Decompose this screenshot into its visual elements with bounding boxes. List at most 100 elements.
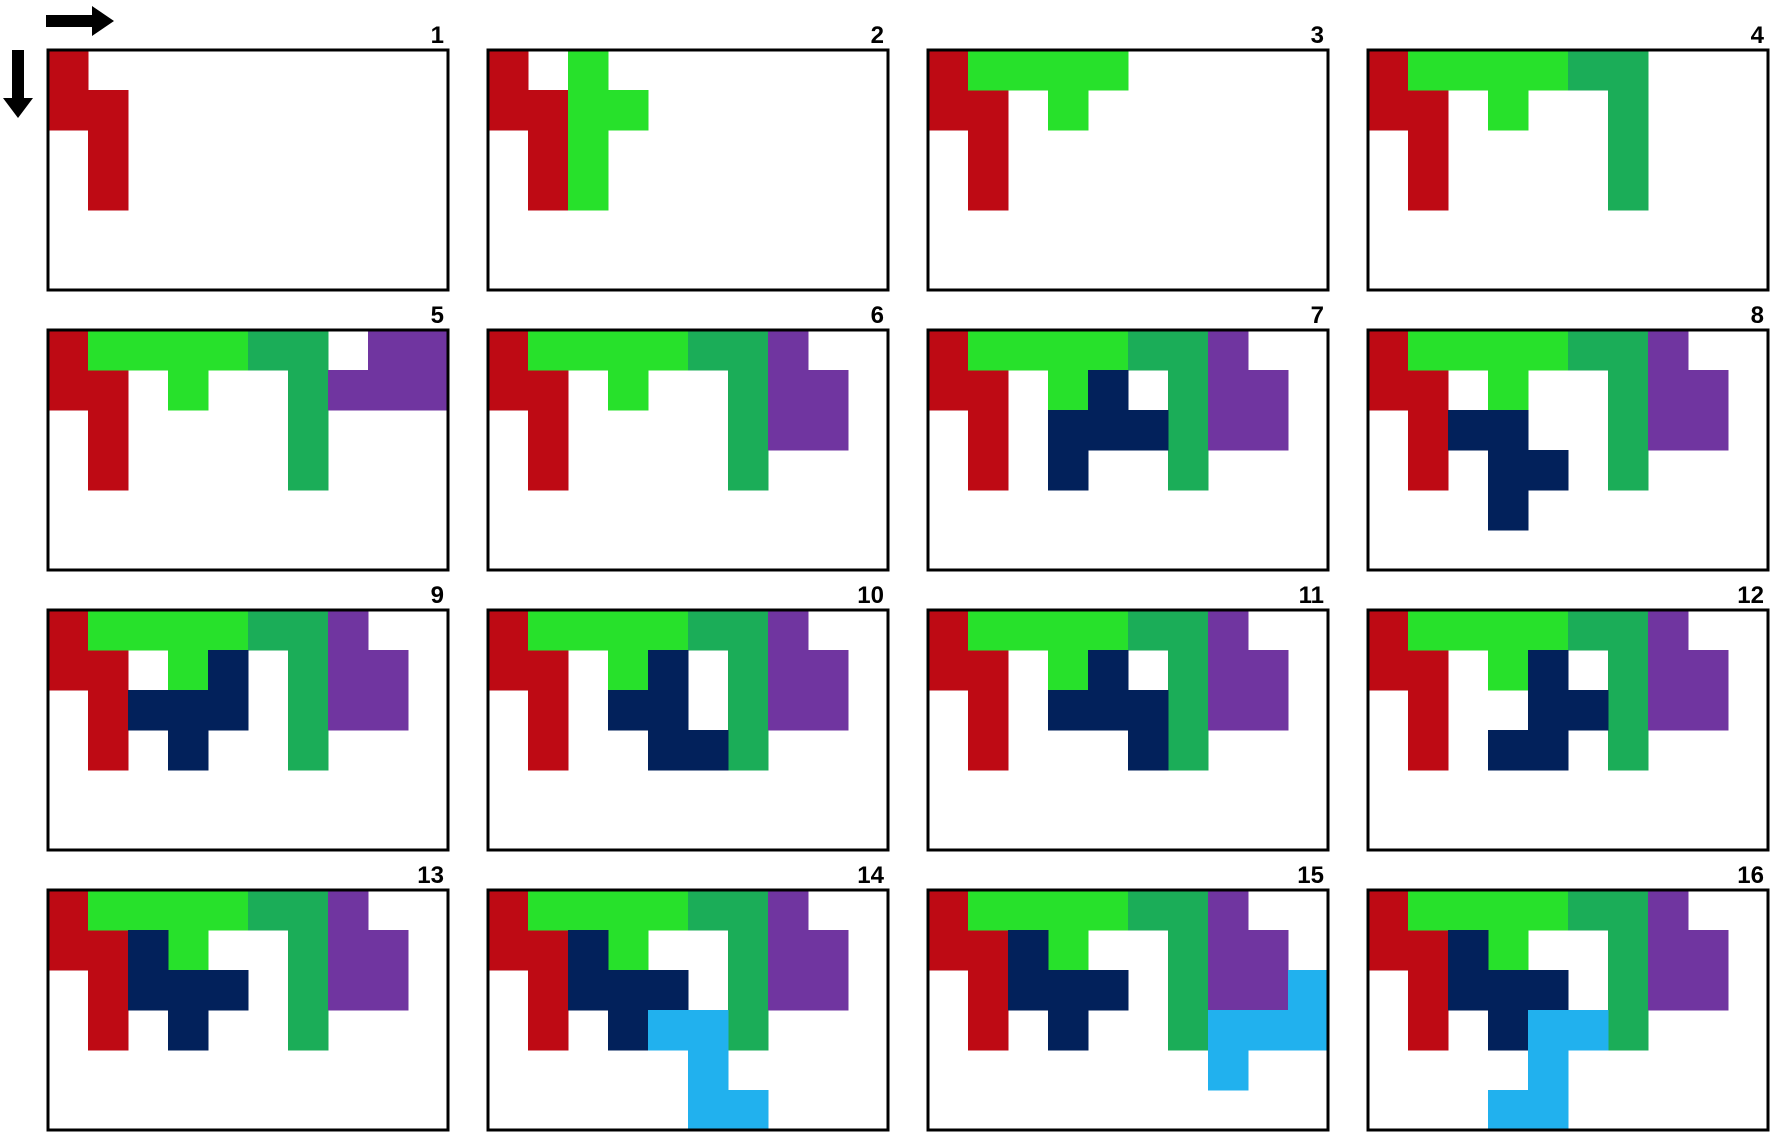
piece-cell — [1568, 690, 1609, 731]
piece-cell — [1488, 730, 1529, 771]
piece-cell — [1648, 610, 1689, 651]
piece-cell — [968, 50, 1009, 91]
piece-cell — [248, 330, 289, 371]
piece-cell — [768, 330, 809, 371]
panel-11: 11 — [926, 582, 1330, 852]
piece-cell — [488, 610, 529, 651]
piece-cell — [1408, 170, 1449, 211]
piece-cell — [1088, 50, 1129, 91]
piece-cell — [488, 890, 529, 931]
piece-cell — [528, 170, 569, 211]
panel-number: 4 — [1751, 22, 1765, 49]
piece-cell — [288, 690, 329, 731]
piece-cell — [1568, 50, 1609, 91]
piece-navy — [1048, 650, 1169, 771]
piece-cell — [1688, 410, 1729, 451]
piece-cell — [1008, 610, 1049, 651]
piece-cell — [568, 90, 609, 131]
piece-cell — [168, 730, 209, 771]
piece-cell — [968, 450, 1009, 491]
piece-cell — [648, 650, 689, 691]
piece-cell — [168, 930, 209, 971]
arrow-right-icon — [46, 6, 114, 36]
piece-green — [1568, 610, 1649, 771]
piece-cell — [648, 1010, 689, 1051]
panel-border — [46, 48, 450, 292]
piece-cell — [368, 690, 409, 731]
piece-cell — [648, 890, 689, 931]
piece-cell — [1048, 50, 1089, 91]
piece-cell — [568, 50, 609, 91]
piece-cell — [728, 450, 769, 491]
panel-number: 5 — [431, 302, 444, 329]
piece-cell — [1168, 450, 1209, 491]
piece-cell — [1208, 1050, 1249, 1091]
piece-cell — [1648, 370, 1689, 411]
piece-cell — [1608, 90, 1649, 131]
piece-cell — [48, 90, 89, 131]
piece-cell — [1408, 370, 1449, 411]
piece-cell — [248, 890, 289, 931]
piece-cell — [728, 730, 769, 771]
piece-cell — [1088, 370, 1129, 411]
piece-green — [1568, 50, 1649, 211]
piece-cell — [728, 890, 769, 931]
piece-purple — [1648, 330, 1729, 451]
piece-lime — [1408, 330, 1569, 411]
piece-cell — [1688, 970, 1729, 1011]
piece-cell — [1648, 690, 1689, 731]
panel-border — [926, 328, 1330, 572]
panel-7: 7 — [926, 302, 1330, 572]
piece-cell — [368, 330, 409, 371]
piece-cell — [288, 890, 329, 931]
piece-cell — [488, 370, 529, 411]
piece-cell — [168, 610, 209, 651]
piece-cell — [128, 970, 169, 1011]
piece-cell — [48, 890, 89, 931]
piece-cell — [208, 650, 249, 691]
panel-border — [486, 888, 890, 1132]
piece-cell — [368, 930, 409, 971]
piece-cell — [408, 370, 449, 411]
piece-cell — [1648, 410, 1689, 451]
piece-green — [248, 610, 329, 771]
piece-cell — [728, 970, 769, 1011]
piece-cell — [1088, 650, 1129, 691]
panel-9: 9 — [46, 582, 450, 852]
piece-cell — [968, 970, 1009, 1011]
piece-lime — [1408, 890, 1569, 971]
piece-lime — [568, 50, 649, 211]
piece-cell — [128, 610, 169, 651]
piece-cell — [528, 610, 569, 651]
piece-cell — [1048, 930, 1089, 971]
piece-cell — [1528, 610, 1569, 651]
piece-cell — [1448, 930, 1489, 971]
piece-cell — [1408, 890, 1449, 931]
piece-purple — [328, 330, 449, 411]
piece-cell — [568, 930, 609, 971]
piece-cell — [968, 410, 1009, 451]
piece-cell — [608, 930, 649, 971]
panel-number: 14 — [857, 862, 884, 889]
piece-cell — [1408, 1010, 1449, 1051]
piece-cell — [48, 610, 89, 651]
piece-cell — [568, 130, 609, 171]
piece-red — [488, 330, 569, 491]
piece-cell — [128, 690, 169, 731]
piece-cell — [1048, 1010, 1089, 1051]
panel-10: 10 — [486, 582, 890, 852]
piece-cell — [1168, 410, 1209, 451]
piece-cell — [648, 610, 689, 651]
piece-cell — [768, 650, 809, 691]
piece-red — [48, 330, 129, 491]
piece-cell — [768, 890, 809, 931]
piece-cell — [1088, 890, 1129, 931]
piece-cell — [608, 90, 649, 131]
piece-cell — [968, 90, 1009, 131]
piece-cell — [1408, 690, 1449, 731]
piece-cell — [968, 170, 1009, 211]
piece-cell — [208, 690, 249, 731]
piece-cell — [1368, 330, 1409, 371]
piece-green — [248, 330, 329, 491]
piece-red — [928, 330, 1009, 491]
